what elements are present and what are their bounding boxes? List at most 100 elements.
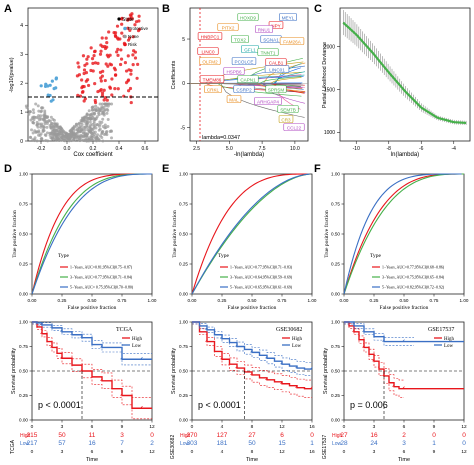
y-tick-label: 0.00 [331, 292, 340, 297]
point-none [49, 126, 53, 130]
legend-entry: 3−Years, AUC=0.64,95%CI(0.59−0.69) [230, 276, 293, 281]
point-none [46, 120, 50, 124]
axis-ticks-c: -10 -8 -6 -4 1000 1500 2000 [324, 44, 456, 152]
point-none [31, 108, 35, 112]
coefficient-path [190, 76, 302, 84]
gene-label: TMEM86 [203, 77, 222, 82]
survival-curve [344, 321, 464, 390]
point-risk [134, 20, 139, 24]
point-none [54, 122, 58, 126]
y-tick-label: 0.25 [19, 393, 28, 398]
point-none [87, 130, 91, 134]
gene-label: PCOLCE [235, 59, 254, 64]
p-value: p < 0.0001 [198, 400, 241, 410]
x-tick-label: 1.00 [148, 298, 157, 303]
censor-mark [392, 384, 395, 387]
point-none [37, 130, 41, 134]
y-tick-label: 0.00 [331, 418, 340, 423]
point-risk [83, 63, 87, 67]
point-risk [93, 61, 98, 65]
point-none [103, 123, 107, 127]
gene-label: TNNT1 [261, 50, 276, 55]
panel-f: F 0.000.00 0.25 0.25 0.50 0.50 0.75 0.75 1.00 1.… [314, 163, 469, 311]
risk-x-tick: 16 [309, 449, 315, 455]
point-none [91, 128, 95, 132]
x-tick-label: 0.0 [64, 146, 71, 152]
y-axis-label: Survival probability [171, 348, 177, 394]
gene-label: LINC0 [201, 49, 214, 54]
legend-protective: Protective [128, 26, 149, 31]
y-tick-label: 1.00 [179, 320, 188, 325]
risk-count-high: 127 [217, 432, 228, 439]
x-tick-label: 0.75 [278, 298, 287, 303]
legend-dot-none [123, 34, 127, 39]
point-none [109, 129, 113, 133]
point-risk [91, 61, 95, 66]
gene-label-box [278, 115, 294, 123]
point-none [100, 102, 104, 106]
point-risk [86, 55, 90, 59]
gene-label: LINC01 [269, 67, 285, 72]
gene-label-box [279, 37, 305, 45]
point-risk [80, 90, 85, 94]
risk-count-low: 57 [58, 440, 66, 447]
censor-mark [235, 365, 238, 369]
point-risk [126, 26, 130, 30]
risk-x-tick: 9 [121, 449, 124, 455]
point-risk [89, 68, 93, 73]
legend-entry: 1−Years, AUC=0.77,95%CI(0.68−0.86) [382, 266, 445, 271]
risk-x-tick: 12 [279, 449, 285, 455]
gene-label-box [223, 67, 245, 75]
y-axis-label: Survival probability [323, 348, 329, 394]
point-risk [113, 87, 117, 91]
legend-high: High [292, 337, 303, 342]
point-none [98, 102, 102, 106]
point-none [74, 135, 78, 139]
point-risk [118, 37, 122, 41]
risk-x-tick: 12 [461, 449, 467, 455]
point-none [85, 121, 89, 125]
y-tick-label: 0 [20, 139, 23, 145]
gene-label-box [257, 48, 279, 56]
point-none [90, 136, 94, 140]
point-risk [110, 77, 114, 81]
y-tick-label: 0.25 [331, 393, 340, 398]
roc-curve [31, 173, 153, 295]
km-title: GSE17537 [428, 327, 454, 333]
risk-x-tick: 3 [61, 449, 64, 455]
point-none [40, 106, 44, 110]
censor-mark [250, 372, 253, 376]
gene-label-box [254, 97, 282, 105]
point-risk [92, 54, 96, 58]
gene-label: MEYL [282, 15, 295, 20]
point-none [80, 134, 84, 138]
y-axis-label: True positive fraction [11, 210, 18, 258]
point-none [90, 134, 94, 138]
x-tick-label: 16 [309, 424, 315, 430]
point-none [100, 112, 104, 116]
point-none [43, 114, 47, 118]
gene-label: CSRP2 [236, 87, 252, 92]
risk-count-high: 16 [370, 432, 378, 439]
legend-high: High [444, 337, 455, 342]
point-none [45, 125, 49, 129]
point-risk [93, 49, 97, 53]
x-axis-label: False positive fraction [228, 304, 277, 311]
censor-mark [372, 358, 375, 362]
point-risk [131, 63, 135, 67]
legend-title-a: State [122, 17, 134, 23]
risk-x-tick: 0 [191, 449, 194, 455]
risk-count-high: 11 [89, 432, 96, 439]
y-axis-label-a: -log10(pvalue) [9, 57, 15, 92]
x-tick-label: 0.75 [118, 298, 127, 303]
y-tick-label: 0.50 [331, 232, 340, 237]
point-none [91, 108, 95, 112]
point-risk [113, 68, 117, 72]
point-none [105, 130, 109, 134]
point-risk [96, 89, 100, 94]
y-tick-label: 1500 [324, 87, 335, 93]
gene-label: OLFM2 [202, 59, 218, 64]
point-risk [82, 71, 86, 76]
censor-mark [280, 361, 283, 365]
cv-deviance-curve [342, 10, 467, 126]
